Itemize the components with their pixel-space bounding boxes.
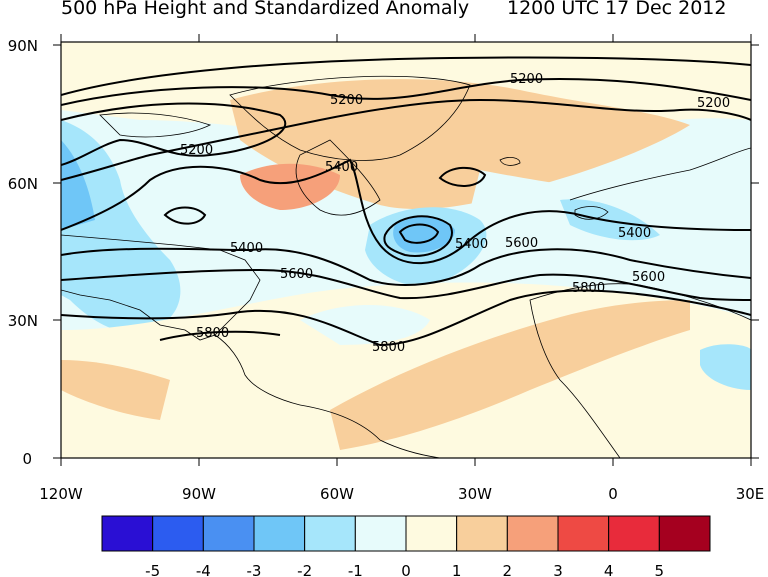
lat-labels: 90N 60N 30N 0 [8, 37, 38, 468]
map-frame [60, 41, 752, 459]
contour-label: 5200 [330, 93, 363, 108]
shading-greenland-positive [230, 79, 690, 210]
colorbar-labels: -5 -4 -3 -2 -1 0 1 2 3 4 5 [145, 562, 664, 577]
colorbar [101, 515, 711, 552]
contour-line [163, 206, 207, 225]
contour-line [398, 223, 440, 244]
coast-greenland [229, 75, 471, 161]
contour-label: 5800 [372, 340, 405, 355]
coast-south-america [299, 404, 441, 458]
contour-label: 5600 [280, 267, 313, 282]
colorbar-label: 1 [452, 562, 462, 577]
contour-labels: 5200 5200 5200 5200 5400 5400 5400 5400 … [180, 72, 730, 355]
map-valid-time: 1200 UTC 17 Dec 2012 [507, 0, 727, 19]
contour-line [61, 102, 287, 166]
contour-line [61, 158, 751, 265]
lon-label: 0 [608, 485, 618, 503]
contour-line [61, 289, 751, 347]
coastlines [61, 75, 751, 458]
contour-label: 5400 [230, 241, 263, 256]
lon-label: 60W [320, 485, 354, 503]
shading-indian-negative [700, 344, 751, 390]
coast-africa [529, 283, 751, 458]
lon-label: 30E [736, 485, 765, 503]
colorbar-label: -2 [297, 562, 312, 577]
colorbar-box [101, 515, 154, 552]
contour-label: 5200 [180, 143, 213, 158]
contour-line [61, 78, 751, 106]
contour-line [61, 268, 751, 301]
contour-label: 5200 [510, 72, 543, 87]
colorbar-label: -1 [348, 562, 363, 577]
colorbar-box [658, 515, 711, 552]
shading-west-negative [61, 120, 181, 333]
colorbar-box [405, 515, 458, 552]
coast-british-isles [574, 206, 609, 220]
lon-label: 120W [39, 485, 83, 503]
colorbar-label: 5 [655, 562, 665, 577]
coast-europe [569, 147, 751, 201]
lat-label: 0 [22, 450, 32, 468]
contour-line [159, 330, 281, 341]
lon-label: 90W [182, 485, 216, 503]
colorbar-label: 3 [553, 562, 563, 577]
colorbar-box [506, 515, 559, 552]
colorbar-box [456, 515, 508, 552]
map-title: 500 hPa Height and Standardized Anomaly [61, 0, 470, 19]
contour-label: 5400 [325, 160, 358, 175]
colorbar-label: 2 [503, 562, 513, 577]
coast-iceland [499, 157, 521, 166]
colorbar-box [557, 515, 610, 552]
colorbar-box [354, 515, 407, 552]
contour-line [383, 215, 453, 257]
contour-label: 5400 [455, 237, 488, 252]
lat-label: 60N [8, 175, 38, 193]
lat-label: 30N [8, 312, 38, 330]
contour-line [61, 247, 751, 286]
contour-label: 5600 [632, 270, 665, 285]
contour-label: 5800 [572, 281, 605, 296]
lon-labels: 120W 90W 60W 30W 0 30E [39, 485, 764, 503]
shading-pacific-positive [61, 360, 170, 420]
colorbar-box [202, 515, 255, 552]
contour-label: 5200 [697, 96, 730, 111]
coast-central-america [214, 334, 301, 406]
colorbar-label: -4 [196, 562, 211, 577]
colorbar-box [152, 515, 204, 552]
contour-label: 5400 [618, 226, 651, 241]
shading-europe-negative [560, 199, 660, 241]
coast-arctic-islands [99, 112, 212, 138]
height-contours [61, 56, 751, 347]
lat-label: 90N [8, 37, 38, 55]
lon-label: 30W [458, 485, 492, 503]
contour-line [438, 166, 487, 187]
colorbar-box [304, 515, 356, 552]
colorbar-label: 4 [604, 562, 614, 577]
colorbar-box [253, 515, 306, 552]
contour-label: 5600 [505, 236, 538, 251]
colorbar-label: -3 [247, 562, 262, 577]
shading-subtropic-neutral [300, 305, 430, 345]
shading-tropical-band [330, 300, 690, 450]
contour-line [61, 56, 751, 96]
colorbar-label: -5 [145, 562, 160, 577]
colorbar-box [608, 515, 660, 552]
coast-north-america [61, 234, 261, 341]
colorbar-label: 0 [401, 562, 411, 577]
coast-labrador [295, 139, 381, 216]
contour-line [61, 98, 751, 181]
axis-ticks [53, 34, 759, 466]
contour-label: 5800 [196, 326, 229, 341]
